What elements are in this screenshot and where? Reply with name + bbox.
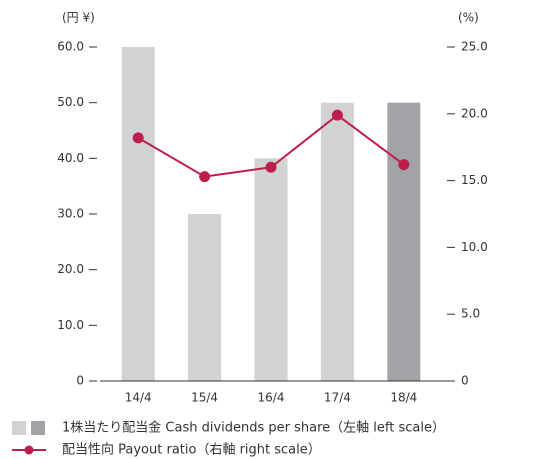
bar <box>320 102 354 382</box>
line-marker <box>199 171 211 183</box>
y2-tick-label: 0 <box>461 374 469 388</box>
y-tick-label: 0 <box>76 374 84 388</box>
line-marker <box>331 109 343 121</box>
line-marker <box>398 159 410 171</box>
y-tick-label: 30.0 <box>57 207 84 221</box>
bar <box>188 214 222 381</box>
y2-tick-label: 20.0 <box>461 106 488 120</box>
y2-tick-label: 25.0 <box>461 40 488 54</box>
bar <box>121 47 155 381</box>
y-tick-label: 10.0 <box>57 318 84 332</box>
legend-swatch <box>31 421 45 435</box>
y2-tick-label: 5.0 <box>461 307 480 321</box>
legend-marker <box>24 445 34 455</box>
y-tick-label: 60.0 <box>57 40 84 54</box>
y-tick-label: 20.0 <box>57 262 84 276</box>
legend-swatch <box>12 421 26 435</box>
y2-axis-label: (%) <box>458 11 479 25</box>
line-marker <box>265 161 277 173</box>
legend-label: 配当性向 Payout ratio（右軸 right scale） <box>62 442 321 458</box>
line-marker <box>132 132 144 144</box>
y2-tick-label: 15.0 <box>461 173 488 187</box>
x-tick-label: 17/4 <box>324 391 351 405</box>
legend-label: 1株当たり配当金 Cash dividends per share（左軸 lef… <box>62 420 445 436</box>
y-tick-label: 50.0 <box>57 95 84 109</box>
y-tick-label: 40.0 <box>57 151 84 165</box>
x-tick-label: 15/4 <box>191 391 218 405</box>
legend: 1株当たり配当金 Cash dividends per share（左軸 lef… <box>12 420 445 458</box>
y-axis-label: (円 ¥) <box>62 11 95 25</box>
x-tick-label: 18/4 <box>390 391 417 405</box>
x-tick-label: 14/4 <box>125 391 152 405</box>
x-tick-label: 16/4 <box>258 391 285 405</box>
y2-tick-label: 10.0 <box>461 240 488 254</box>
bar <box>254 158 288 381</box>
bar <box>387 102 421 382</box>
